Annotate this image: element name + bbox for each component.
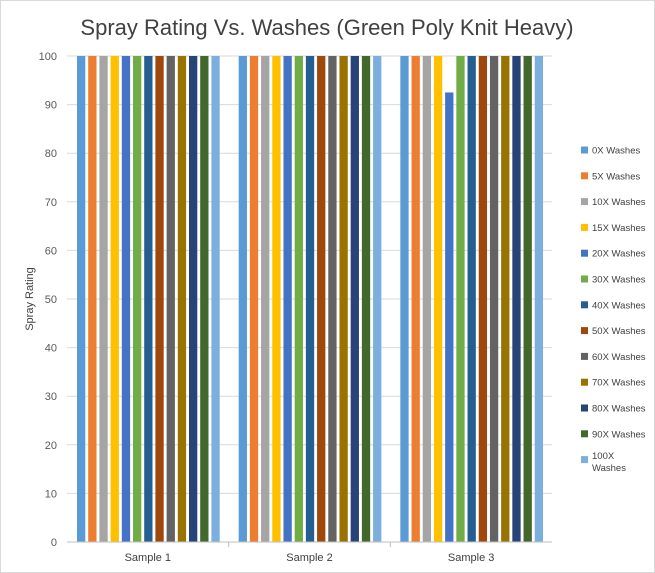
bar: [272, 56, 281, 542]
y-tick-label: 80: [45, 148, 57, 160]
legend-swatch: [581, 301, 588, 309]
y-tick-label: 50: [45, 294, 57, 306]
bar: [456, 56, 465, 542]
legend-swatch: [581, 223, 588, 231]
bar: [166, 56, 175, 542]
legend-swatch: [581, 327, 588, 335]
bar: [177, 56, 187, 542]
y-tick-label: 20: [45, 440, 57, 452]
bar: [294, 56, 303, 542]
legend-item: 80X Washes: [581, 404, 646, 415]
legend-item: 90X Washes: [581, 429, 646, 440]
legend-item: 20X Washes: [581, 249, 646, 260]
legend: 0X Washes 5X Washes 10X Washes 15X Washes 20…: [581, 146, 646, 474]
legend-label: 30X Washes: [592, 275, 646, 286]
bar: [373, 56, 382, 542]
legend-swatch: [581, 198, 588, 206]
legend-item: 60X Washes: [581, 352, 646, 363]
axes: 0 10 20 30 40 50 60 70 80 90 100 Sample 1 Sample 2 Sa…: [39, 51, 552, 564]
legend-label: 20X Washes: [592, 249, 646, 260]
legend-label: 100X Washes: [592, 451, 626, 474]
legend-label: 90X Washes: [592, 429, 646, 440]
bar: [339, 56, 348, 542]
x-category-label: Sample 3: [448, 552, 494, 564]
bar: [283, 56, 292, 542]
legend-label: 40X Washes: [592, 300, 646, 311]
legend-swatch: [581, 378, 588, 386]
bar: [501, 56, 510, 542]
y-tick-label: 30: [45, 391, 57, 403]
legend-swatch: [581, 275, 588, 283]
legend-label: 5X Washes: [592, 171, 640, 182]
legend-item: 5X Washes: [581, 171, 640, 182]
legend-swatch: [581, 146, 588, 154]
legend-item: 15X Washes: [581, 223, 646, 234]
bar: [155, 56, 164, 542]
y-axis-title: Spray Rating: [24, 267, 36, 331]
bars: [77, 56, 544, 542]
legend-swatch: [581, 352, 588, 360]
bar: [99, 56, 108, 542]
y-tick-label: 70: [45, 197, 57, 209]
y-tick-label: 40: [45, 343, 57, 355]
bar: [238, 56, 247, 542]
bar: [77, 56, 86, 542]
legend-swatch: [581, 430, 588, 438]
legend-swatch: [581, 456, 588, 464]
bar: [211, 56, 220, 542]
bar: [200, 56, 209, 542]
legend-label: 60X Washes: [592, 352, 646, 363]
bar: [400, 56, 409, 542]
bar: [261, 56, 270, 542]
bar: [512, 56, 521, 542]
legend-item: 100X Washes: [581, 451, 626, 474]
bar: [411, 56, 420, 542]
legend-item: 40X Washes: [581, 300, 646, 311]
legend-item: 10X Washes: [581, 197, 646, 208]
legend-swatch: [581, 249, 588, 257]
bar: [433, 56, 443, 542]
y-tick-label: 90: [45, 100, 57, 112]
bar: [478, 56, 488, 542]
y-tick-label: 60: [45, 245, 57, 257]
bar: [328, 56, 337, 542]
y-tick-label: 0: [51, 537, 57, 549]
bar: [305, 56, 315, 542]
legend-label: 70X Washes: [592, 378, 646, 389]
bar: [317, 56, 326, 542]
chart-title: Spray Rating Vs. Washes (Green Poly Knit…: [80, 15, 573, 40]
legend-item: 0X Washes: [581, 146, 640, 157]
legend-label: 10X Washes: [592, 197, 646, 208]
legend-label: 0X Washes: [592, 146, 640, 157]
bar: [445, 92, 454, 542]
legend-item: 50X Washes: [581, 326, 646, 337]
bar: [144, 56, 153, 542]
legend-swatch: [581, 172, 588, 180]
legend-item: 70X Washes: [581, 378, 646, 389]
bar: [189, 56, 198, 542]
bar: [467, 56, 476, 542]
bar: [249, 56, 259, 542]
bar: [523, 56, 532, 542]
x-category-label: Sample 1: [125, 552, 171, 564]
legend-item: 30X Washes: [581, 275, 646, 286]
legend-label: 15X Washes: [592, 223, 646, 234]
bar: [88, 56, 97, 542]
y-tick-label: 100: [39, 51, 57, 63]
bar: [110, 56, 119, 542]
legend-swatch: [581, 404, 588, 412]
bar: [422, 56, 432, 542]
y-tick-label: 10: [45, 488, 57, 500]
bar: [489, 56, 499, 542]
legend-label: 50X Washes: [592, 326, 646, 337]
bar: [133, 56, 142, 542]
bar: [350, 56, 359, 542]
bar: [121, 56, 131, 542]
legend-label: 80X Washes: [592, 404, 646, 415]
bar: [534, 56, 544, 542]
x-category-label: Sample 2: [286, 552, 332, 564]
bar: [361, 56, 371, 542]
